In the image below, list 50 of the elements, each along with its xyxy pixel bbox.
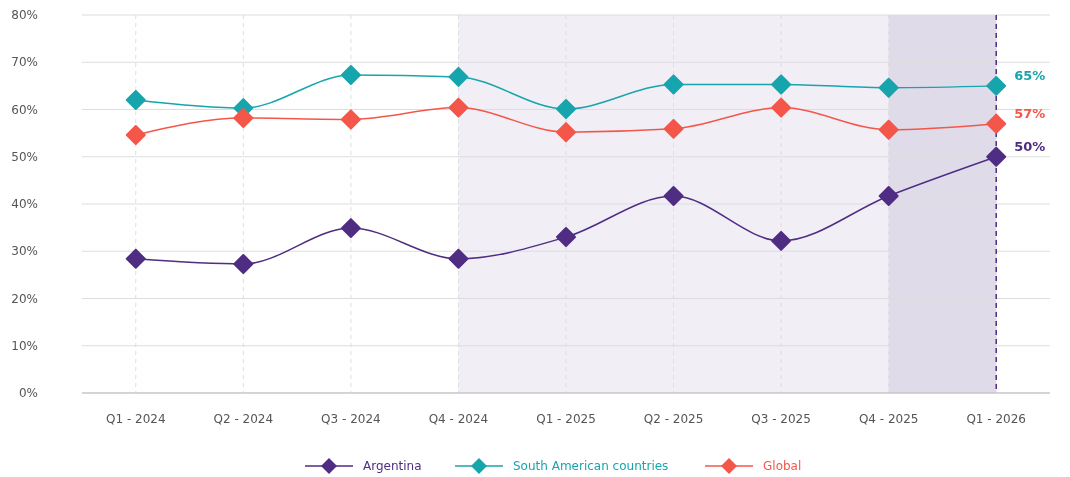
y-tick-label: 0% (18, 386, 38, 400)
point (986, 146, 1007, 167)
point (340, 218, 361, 239)
y-tick-label: 10% (11, 338, 38, 353)
point (556, 122, 576, 143)
point (986, 113, 1007, 134)
point (878, 77, 899, 98)
point (878, 185, 899, 206)
y-tick-label: 50% (11, 149, 38, 164)
point (986, 75, 1007, 96)
point (556, 99, 576, 120)
y-tick-label: 70% (11, 55, 38, 70)
y-tick-label: 30% (11, 244, 38, 259)
data-label: 50% (1014, 138, 1046, 154)
x-tick-label: Q3 - 2024 (321, 412, 381, 426)
point (233, 254, 254, 275)
x-tick-label: Q3 - 2025 (751, 412, 811, 426)
x-tick-label: Q4 - 2024 (428, 412, 489, 426)
x-tick-label: Q1 - 2025 (536, 412, 596, 426)
point (125, 125, 146, 146)
x-tick-label: Q4 - 2025 (858, 412, 919, 426)
point (556, 227, 576, 248)
point (771, 74, 792, 95)
x-tick-label: Q1 - 2024 (105, 412, 166, 426)
point (233, 108, 254, 129)
legend-label: Argentina (363, 459, 422, 473)
x-tick-label: Q2 - 2025 (643, 412, 704, 426)
y-tick-label: 60% (11, 102, 38, 117)
point (663, 74, 684, 95)
legend-label: South American countries (513, 459, 669, 473)
point (771, 230, 792, 251)
y-tick-label: 80% (11, 8, 38, 22)
point (448, 97, 469, 118)
legend-label: Global (763, 459, 802, 473)
point (125, 248, 146, 269)
y-tick-label: 20% (11, 291, 38, 306)
point (340, 65, 361, 86)
x-tick-label: Q2 - 2024 (213, 412, 274, 426)
point (448, 248, 469, 269)
point (878, 119, 899, 140)
y-tick-label: 40% (11, 197, 38, 211)
point (340, 109, 361, 130)
data-label: 65% (1014, 67, 1046, 83)
x-tick-label: Q1 - 2026 (966, 412, 1027, 426)
point (663, 118, 684, 139)
point (771, 97, 792, 118)
point (663, 185, 684, 206)
point (448, 66, 469, 87)
data-label: 57% (1014, 105, 1046, 121)
point (125, 90, 146, 111)
